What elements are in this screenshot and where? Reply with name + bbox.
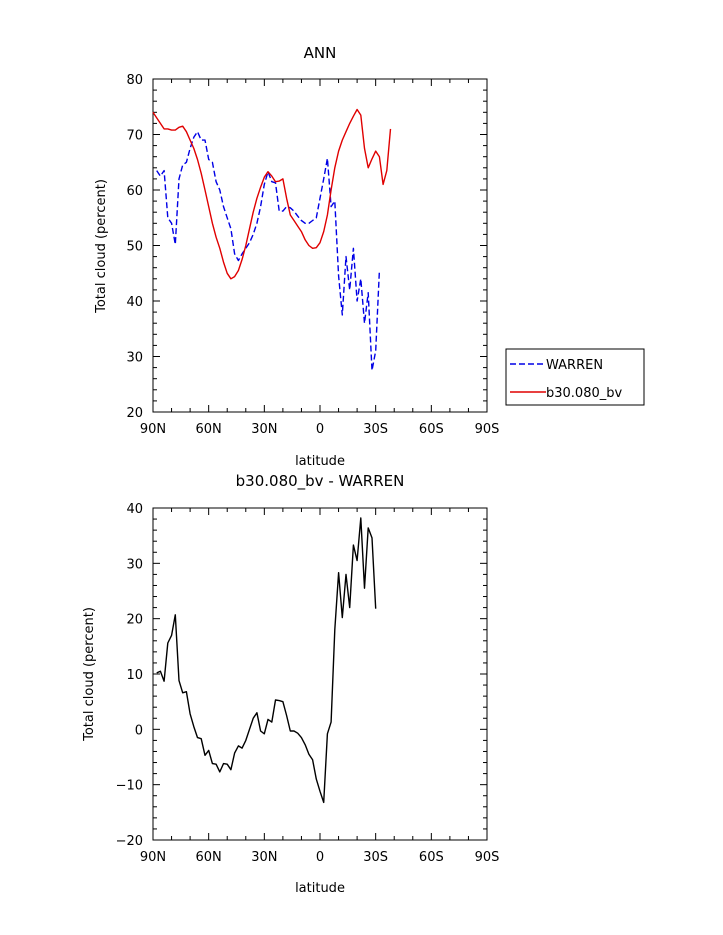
y-tick-label: −20 [116, 834, 143, 849]
x-tick-label: 30S [363, 422, 388, 437]
y-axis-label: Total cloud (percent) [82, 607, 97, 742]
y-tick-label: 20 [126, 406, 143, 421]
y-tick-label: 70 [126, 129, 143, 144]
series-line-difference [156, 517, 377, 804]
series-line-warren [156, 130, 381, 372]
y-tick-label: −10 [116, 779, 143, 794]
y-tick-label: 80 [126, 73, 143, 88]
y-tick-label: 20 [126, 613, 143, 628]
y-tick-label: 30 [126, 557, 143, 572]
x-tick-label: 60S [419, 850, 444, 865]
y-tick-label: 50 [126, 240, 143, 255]
x-tick-label: 60N [196, 422, 222, 437]
x-tick-label: 90N [140, 422, 166, 437]
x-tick-label: 90S [475, 850, 500, 865]
x-tick-label: 30N [251, 422, 277, 437]
x-tick-label: 0 [316, 850, 324, 865]
plot-frame [152, 78, 488, 413]
y-tick-label: 30 [126, 351, 143, 366]
y-tick-label: 40 [126, 502, 143, 517]
legend-box [505, 348, 645, 406]
legend-label-warren: WARREN [546, 358, 603, 373]
x-tick-label: 60S [419, 422, 444, 437]
series-line-b30-080-bv [152, 108, 392, 280]
x-tick-label: 30N [251, 850, 277, 865]
legend: WARREN b30.080_bv [505, 348, 645, 406]
difference-chart-panel: b30.080_bv - WARREN 90N 60N 30N 0 30S 60S 90S −… [82, 472, 499, 896]
x-tick-label: 60N [196, 850, 222, 865]
y-axis-label: Total cloud (percent) [94, 179, 109, 314]
x-tick-label: 0 [316, 422, 324, 437]
x-tick-label: 90N [140, 850, 166, 865]
y-tick-label: 60 [126, 184, 143, 199]
x-axis-label: latitude [295, 454, 345, 469]
y-tick-label: 40 [126, 295, 143, 310]
x-axis-label: latitude [295, 881, 345, 896]
x-tick-label: 90S [475, 422, 500, 437]
y-tick-label: 10 [126, 668, 143, 683]
cloud-chart-panel: ANN 90N 60N 30N 0 30S 60S 90S 20 30 40 50 60 70 80 To… [94, 44, 645, 469]
chart-title: ANN [304, 44, 337, 62]
legend-label-model: b30.080_bv [546, 386, 622, 401]
y-tick-label: 0 [135, 723, 143, 738]
x-tick-label: 30S [363, 850, 388, 865]
chart-title: b30.080_bv - WARREN [236, 472, 405, 491]
